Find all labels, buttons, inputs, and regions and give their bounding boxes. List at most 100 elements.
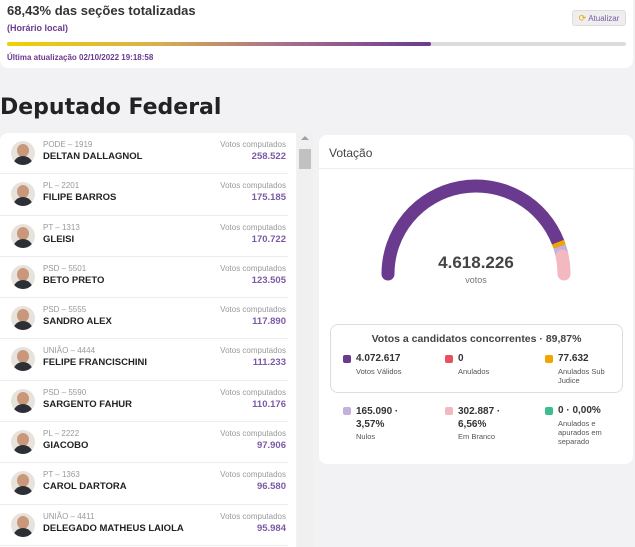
section-title: Deputado Federal bbox=[0, 95, 222, 120]
vote-stat-value: 0 bbox=[458, 353, 464, 364]
totalization-progress-bar bbox=[7, 42, 626, 46]
candidate-votes: 95.984 bbox=[256, 522, 286, 534]
candidate-votes: 258.522 bbox=[251, 151, 286, 162]
candidate-photo bbox=[11, 512, 35, 537]
candidate-name: GIACOBO bbox=[43, 440, 89, 452]
legend-swatch bbox=[343, 407, 351, 415]
vote-stat-value: 0 · 0,00% bbox=[558, 405, 601, 416]
candidate-row[interactable]: UNIÃO – 4411 DELEGADO MATHEUS LAIOLA Votos… bbox=[0, 505, 288, 546]
candidate-row[interactable]: PT – 1313 GLEISI Votos computados 170.722 bbox=[0, 216, 288, 257]
candidate-row[interactable]: PODE – 1919 DELTAN DALLAGNOL Votos computa… bbox=[0, 133, 288, 175]
candidate-row[interactable]: PT – 1363 CAROL DARTORA Votos computados 96… bbox=[0, 463, 288, 505]
vote-stat-value: 165.090 · 3,57% bbox=[356, 406, 399, 430]
candidate-party-number: PT – 1363 bbox=[43, 470, 80, 480]
candidate-party-number: PL – 2201 bbox=[43, 181, 80, 191]
candidate-row[interactable]: PSD – 5590 SARGENTO FAHUR Votos computados… bbox=[0, 381, 288, 423]
candidate-party-number: PODE – 1919 bbox=[43, 140, 93, 149]
candidate-party-number: PT – 1313 bbox=[43, 222, 80, 232]
total-votes: 4.618.226 bbox=[438, 253, 514, 272]
scroll-up-arrow-icon[interactable] bbox=[301, 136, 309, 140]
candidate-row[interactable]: PL – 2222 GIACOBO Votos computados 97.906 bbox=[0, 422, 288, 464]
votes-computed-label: Votos computados bbox=[220, 263, 286, 273]
candidate-name: SANDRO ALEX bbox=[43, 316, 112, 328]
candidate-photo bbox=[11, 141, 35, 165]
votes-computed-label: Votos computados bbox=[220, 222, 286, 232]
votes-computed-label: Votos computados bbox=[220, 346, 286, 356]
votes-computed-label: Votos computados bbox=[220, 140, 286, 149]
vote-stat-label: Anulados bbox=[458, 367, 490, 376]
votes-computed-label: Votos computados bbox=[220, 387, 286, 397]
candidate-row[interactable]: PSD – 5555 SANDRO ALEX Votos computados 117… bbox=[0, 298, 288, 340]
vote-stat-value: 77.632 bbox=[558, 353, 589, 364]
vote-stat-value: 302.887 · 6,56% bbox=[458, 406, 501, 430]
candidate-photo bbox=[11, 306, 35, 331]
totalization-title: 68,43% das seções totalizadas bbox=[7, 3, 196, 18]
vote-stat-label: Nulos bbox=[356, 432, 376, 441]
legend-swatch bbox=[545, 407, 553, 415]
candidate-name: DELTAN DALLAGNOL bbox=[43, 151, 143, 162]
votes-computed-label: Votos computados bbox=[220, 181, 286, 191]
candidate-votes: 111.233 bbox=[252, 357, 286, 369]
vote-stat-label: Votos Válidos bbox=[356, 367, 402, 376]
votes-computed-label: Votos computados bbox=[220, 305, 286, 315]
candidate-photo bbox=[11, 264, 35, 289]
candidate-list[interactable]: PODE – 1919 DELTAN DALLAGNOL Votos computa… bbox=[0, 133, 296, 547]
candidate-votes: 110.176 bbox=[252, 398, 286, 410]
total-votes-label: votos bbox=[465, 275, 487, 285]
candidate-party-number: PSD – 5501 bbox=[43, 263, 87, 273]
candidate-party-number: UNIÃO – 4444 bbox=[43, 346, 96, 356]
candidate-row[interactable]: PSD – 5501 BETO PRETO Votos computados 123.… bbox=[0, 257, 288, 299]
legend-swatch bbox=[445, 407, 453, 415]
candidate-name: DELEGADO MATHEUS LAIOLA bbox=[43, 522, 184, 534]
candidate-party-number: PL – 2222 bbox=[43, 429, 80, 439]
candidate-photo bbox=[11, 471, 35, 496]
candidate-votes: 96.580 bbox=[256, 481, 286, 493]
candidate-name: BETO PRETO bbox=[43, 274, 105, 286]
gauge-segment-anulados-sub-judice bbox=[551, 239, 566, 249]
candidate-photo bbox=[11, 430, 35, 455]
candidate-votes: 117.890 bbox=[252, 316, 286, 328]
totalization-progress-fill bbox=[7, 42, 431, 46]
candidate-photo bbox=[11, 182, 35, 207]
votes-computed-label: Votos computados bbox=[220, 470, 286, 480]
candidate-name: GLEISI bbox=[43, 233, 75, 245]
candidate-name: SARGENTO FAHUR bbox=[43, 398, 133, 410]
refresh-icon: ⟳ bbox=[578, 12, 587, 23]
concorrentes-title: Votos a candidatos concorrentes · 89,87% bbox=[371, 333, 582, 345]
candidate-votes: 97.906 bbox=[256, 440, 286, 452]
candidate-list-scrollbar[interactable] bbox=[297, 133, 313, 547]
last-update-text: Última atualização 02/10/2022 19:18:58 bbox=[7, 53, 154, 62]
candidate-photo bbox=[11, 347, 35, 372]
vote-stat-label: Anulados Sub Judice bbox=[558, 367, 605, 385]
candidate-row[interactable]: UNIÃO – 4444 FELIPE FRANCISCHINI Votos com… bbox=[0, 339, 288, 381]
candidate-name: CAROL DARTORA bbox=[43, 481, 127, 493]
legend-swatch bbox=[545, 355, 553, 363]
candidate-votes: 175.185 bbox=[251, 192, 286, 204]
votes-gauge-chart bbox=[381, 179, 571, 281]
concorrentes-box: Votos a candidatos concorrentes · 89,87% bbox=[330, 324, 623, 393]
votacao-card: Votação 4.618.226 votos Votos a candidat… bbox=[319, 135, 633, 464]
legend-swatch bbox=[343, 355, 351, 363]
candidate-party-number: PSD – 5590 bbox=[43, 387, 87, 397]
votacao-title: Votação bbox=[329, 146, 373, 160]
vote-stat-value: 4.072.617 bbox=[356, 353, 401, 364]
votes-computed-label: Votos computados bbox=[220, 429, 286, 439]
candidate-row[interactable]: PL – 2201 FILIPE BARROS Votos computados 17… bbox=[0, 174, 288, 216]
candidate-votes: 170.722 bbox=[251, 233, 286, 245]
candidate-votes: 123.505 bbox=[251, 274, 286, 286]
candidate-photo bbox=[11, 388, 35, 413]
votes-computed-label: Votos computados bbox=[220, 511, 286, 521]
legend-swatch bbox=[445, 355, 453, 363]
vote-stat-label: Anulados e apurados em separado bbox=[558, 419, 602, 446]
refresh-button[interactable]: ⟳ Atualizar bbox=[572, 10, 626, 26]
local-time-label: (Horário local) bbox=[7, 23, 69, 33]
gauge-segment-em-branco bbox=[555, 249, 571, 281]
refresh-button-label: Atualizar bbox=[588, 13, 620, 23]
gauge-segment-validos bbox=[381, 179, 565, 281]
candidate-party-number: UNIÃO – 4411 bbox=[43, 511, 95, 521]
votacao-header: Votação bbox=[319, 135, 633, 169]
candidate-party-number: PSD – 5555 bbox=[43, 305, 87, 315]
vote-stat-label: Em Branco bbox=[458, 432, 496, 441]
totalization-card: 68,43% das seções totalizadas (Horário l… bbox=[0, 0, 633, 68]
scroll-thumb[interactable] bbox=[299, 149, 311, 169]
